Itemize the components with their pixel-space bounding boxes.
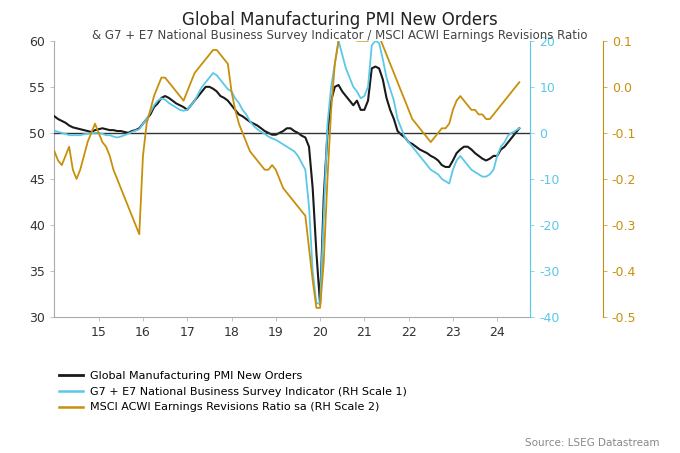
Text: Global Manufacturing PMI New Orders: Global Manufacturing PMI New Orders (182, 11, 498, 29)
Text: & G7 + E7 National Business Survey Indicator / MSCI ACWI Earnings Revisions Rati: & G7 + E7 National Business Survey Indic… (92, 29, 588, 43)
Legend: Global Manufacturing PMI New Orders, G7 + E7 National Business Survey Indicator : Global Manufacturing PMI New Orders, G7 … (54, 367, 411, 417)
Text: Source: LSEG Datastream: Source: LSEG Datastream (525, 439, 660, 448)
